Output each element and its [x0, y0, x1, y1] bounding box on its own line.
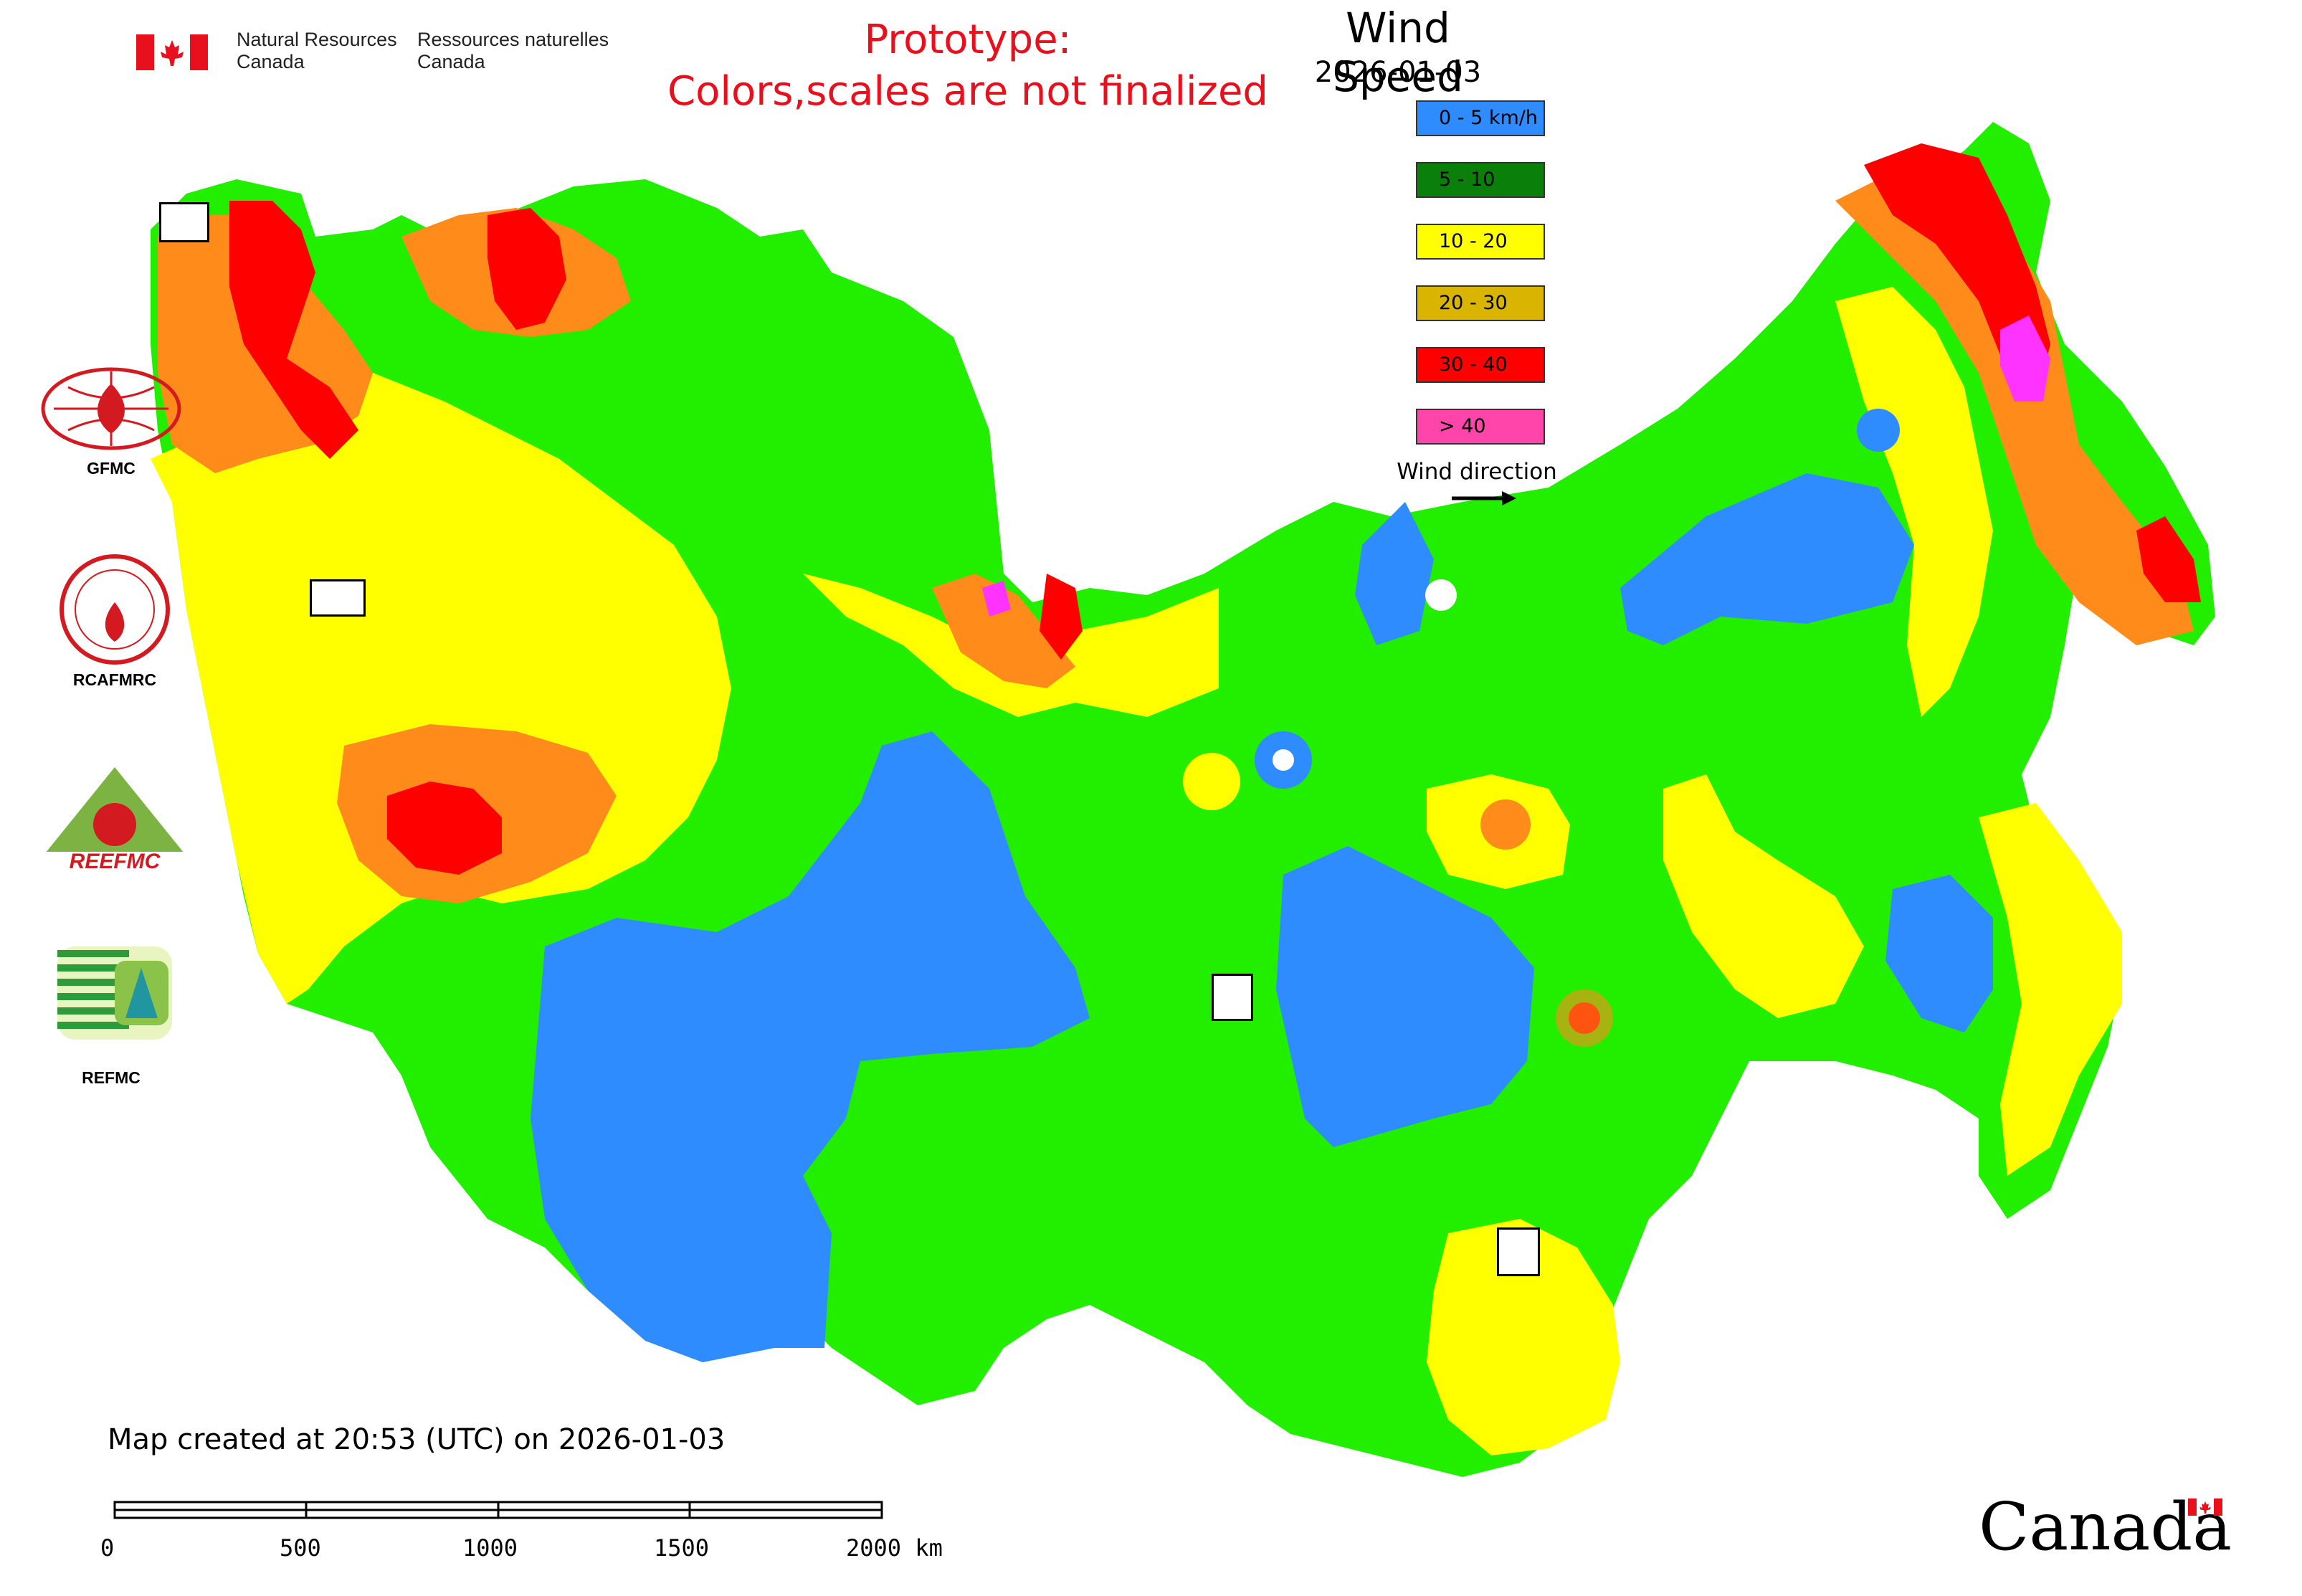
rcafmrc-logo	[60, 554, 170, 665]
red-zone-kola	[487, 208, 566, 330]
refmc-label: REFMC	[82, 1068, 141, 1087]
legend-class-5: > 40	[1416, 409, 1545, 445]
wind-direction-label: Wind direction	[1397, 459, 1557, 485]
yellow-zone-pacific	[1835, 287, 1993, 717]
yellow-zone-far-east	[1979, 803, 2122, 1176]
agency-name-fr-1: Ressources naturelles	[417, 29, 609, 50]
scale-label-1500: 1500	[654, 1534, 710, 1562]
prototype-line-1: Prototype:	[864, 16, 1072, 63]
map-created-timestamp: Map created at 20:53 (UTC) on 2026-01-03	[108, 1423, 726, 1456]
red-zone-kamchatka	[2136, 516, 2201, 602]
legend-class-2: 10 - 20	[1416, 224, 1545, 260]
prototype-notice: Prototype: Colors,scales are not finaliz…	[645, 14, 1290, 118]
calm-zone-northeast	[1620, 473, 1914, 645]
legend-class-0: 0 - 5 km/h	[1416, 100, 1545, 136]
reefmc-label: REEFMC	[69, 850, 161, 873]
refmc-map-marker	[1212, 974, 1253, 1021]
legend-class-3: 20 - 30	[1416, 285, 1545, 321]
scale-label-0: 0	[100, 1534, 115, 1562]
canada-wordmark: Canada	[1979, 1484, 2232, 1570]
refmc-logo	[57, 946, 172, 1040]
orange-zone-kamchatka	[1835, 172, 2194, 645]
red-zone-northwest	[229, 201, 358, 459]
agency-name-en-2: Canada	[237, 51, 305, 72]
wind-direction-arrow-icon	[1452, 491, 1516, 505]
calm-zone-pacific	[1885, 875, 1993, 1032]
yellow-zone-southeast	[1427, 1219, 1620, 1455]
agency-name-fr-2: Canada	[417, 51, 485, 72]
legend-date: 2026-01-03	[1314, 56, 1482, 89]
calm-spot	[1273, 749, 1294, 771]
gfmc-label: GFMC	[87, 459, 135, 478]
gfmc-logo	[41, 367, 181, 450]
reefmc-logo	[39, 767, 190, 873]
red-zone-yamal	[1040, 574, 1083, 660]
yellow-zone-east	[1663, 774, 1864, 1018]
orange-spot	[1480, 799, 1531, 850]
magenta-zone-chukotka	[2000, 315, 2050, 402]
legend-class-1: 5 - 10	[1416, 162, 1545, 198]
calm-zone-central	[531, 731, 1090, 1362]
legend-class-4: 30 - 40	[1416, 347, 1545, 383]
legend-title: Wind Speed	[1333, 4, 1463, 101]
calm-zone-east	[1276, 846, 1534, 1147]
orange-zone-yamal	[932, 574, 1075, 688]
calm-spot	[1425, 579, 1457, 611]
canada-flag-icon	[136, 34, 208, 70]
scale-label-2000: 2000 km	[846, 1534, 943, 1562]
prototype-line-2: Colors,scales are not finalized	[667, 68, 1268, 115]
magenta-zone-yamal	[982, 581, 1011, 617]
orange-spot	[1556, 989, 1613, 1047]
rcafmrc-label: RCAFMRC	[72, 670, 157, 689]
reefmc-map-marker	[310, 579, 366, 617]
calm-spot	[1857, 409, 1900, 452]
calm-zone-north	[1355, 502, 1434, 645]
nrcan-signature: Natural Resources Canada Ressources natu…	[136, 29, 624, 79]
scale-label-1000: 1000	[462, 1534, 518, 1562]
red-zone-central	[387, 782, 502, 875]
scale-bar	[113, 1501, 883, 1519]
gfmc-map-marker	[159, 202, 209, 242]
agency-name-en-1: Natural Resources	[237, 29, 397, 50]
scale-label-500: 500	[280, 1534, 321, 1562]
rcafmrc-map-marker	[1497, 1227, 1540, 1276]
canada-flag-small-icon	[2188, 1498, 2222, 1516]
yellow-spot	[1183, 753, 1240, 810]
